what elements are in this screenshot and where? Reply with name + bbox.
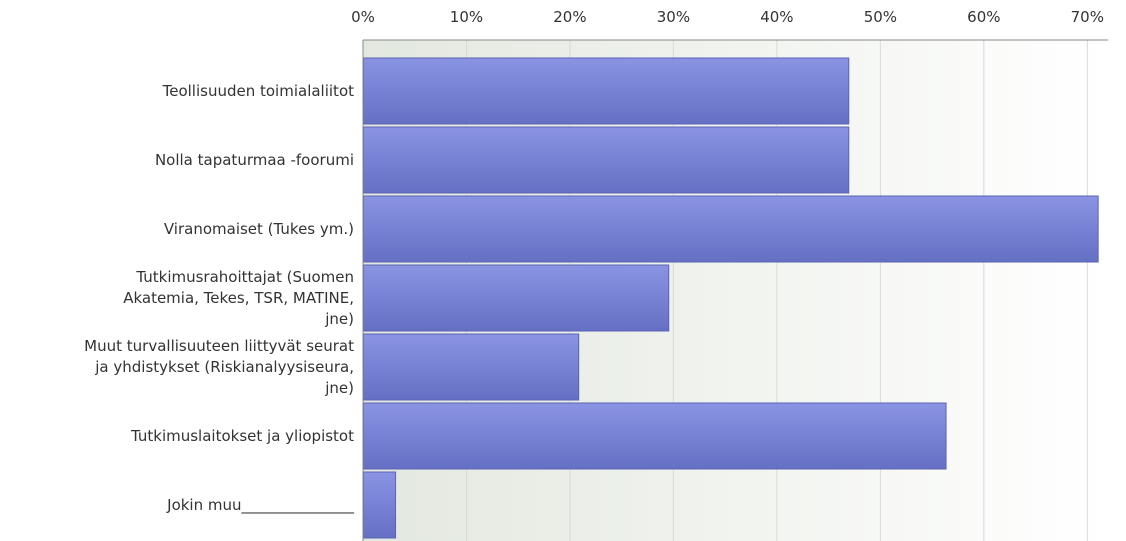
x-tick-label: 70% xyxy=(1071,8,1104,26)
bar xyxy=(363,195,1099,263)
y-category-label: Muut turvallisuuteen liittyvät seurat ja … xyxy=(84,337,354,397)
bar xyxy=(363,264,670,332)
x-tick-label: 30% xyxy=(657,8,690,26)
bar xyxy=(363,126,850,194)
bar xyxy=(363,471,397,539)
x-tick-label: 10% xyxy=(450,8,483,26)
x-tick-label: 50% xyxy=(864,8,897,26)
y-category-label: Teollisuuden toimialaliitot xyxy=(162,82,354,100)
y-category-label: Tutkimusrahoittajat (Suomen Akatemia, Tek… xyxy=(123,268,354,328)
y-category-label: Jokin muu_______________ xyxy=(166,496,354,515)
bar xyxy=(363,402,947,470)
x-tick-label: 20% xyxy=(553,8,586,26)
bar xyxy=(363,333,580,401)
x-tick-label: 40% xyxy=(760,8,793,26)
y-category-label: Nolla tapaturmaa -foorumi xyxy=(155,151,354,169)
x-tick-label: 0% xyxy=(351,8,375,26)
bar xyxy=(363,57,850,125)
y-category-label: Tutkimuslaitokset ja yliopistot xyxy=(130,427,354,445)
y-category-label: Viranomaiset (Tukes ym.) xyxy=(164,220,354,238)
x-tick-label: 60% xyxy=(967,8,1000,26)
